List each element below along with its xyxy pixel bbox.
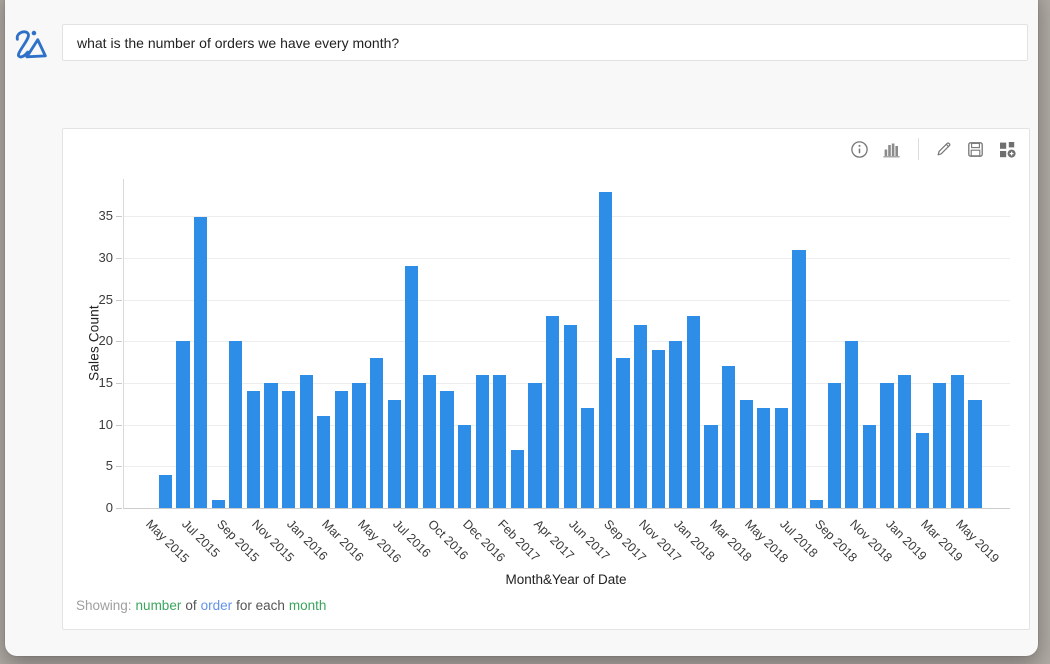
y-tick-label: 30 (98, 250, 113, 266)
chart-bar[interactable] (545, 316, 560, 508)
chart-bar[interactable] (246, 391, 261, 508)
chart-bar[interactable] (334, 391, 349, 508)
chart-bar[interactable] (792, 249, 806, 508)
chart-bar[interactable] (211, 499, 225, 508)
chart-bar[interactable] (493, 374, 507, 508)
y-tick (116, 299, 122, 301)
chart-bar[interactable] (616, 358, 630, 508)
chart-bar[interactable] (299, 374, 313, 508)
y-tick (116, 466, 122, 468)
chart-bar[interactable] (862, 424, 877, 508)
chart-bar[interactable] (757, 408, 771, 508)
chart-bar[interactable] (915, 433, 929, 508)
chart-bar[interactable] (158, 474, 173, 508)
y-tick-label: 15 (98, 375, 113, 391)
y-tick-label: 0 (105, 500, 113, 515)
add-to-dashboard-icon[interactable] (998, 140, 1017, 159)
chart-bar[interactable] (827, 383, 841, 508)
chart-bar[interactable] (528, 383, 542, 508)
y-tick-label: 35 (98, 208, 113, 224)
y-tick-label: 10 (98, 416, 113, 432)
query-input[interactable] (62, 24, 1028, 61)
y-tick (116, 216, 122, 218)
toolbar-divider (918, 138, 919, 160)
chart-bar[interactable] (281, 391, 296, 508)
measure-token[interactable]: number (135, 598, 182, 613)
chart-bar[interactable] (264, 383, 278, 508)
chart-bar[interactable] (352, 383, 366, 508)
entity-token[interactable]: order (200, 598, 233, 613)
chart-plot (123, 179, 1010, 509)
period-token[interactable]: month (288, 598, 327, 613)
chart-type-icon[interactable] (882, 140, 902, 159)
chart-toolbar (850, 137, 1017, 161)
chart-bar[interactable] (897, 374, 912, 508)
chart-bar[interactable] (422, 374, 437, 508)
y-tick (116, 341, 122, 343)
zia-logo (15, 30, 47, 59)
chart-bar[interactable] (457, 424, 472, 508)
chart-bar[interactable] (686, 316, 701, 508)
save-icon[interactable] (966, 140, 985, 159)
gridline (124, 258, 1010, 260)
y-tick-label: 20 (98, 333, 113, 349)
chart-bar[interactable] (739, 399, 753, 508)
showing-summary: Showing: number of order for each month (76, 598, 330, 613)
x-axis-title: Month&Year of Date (505, 572, 627, 587)
chart-bar[interactable] (633, 324, 648, 508)
y-tick-label: 25 (98, 291, 113, 307)
y-tick (116, 383, 122, 385)
chart-bar[interactable] (405, 266, 419, 508)
chart-bar[interactable] (880, 383, 894, 508)
chart-bar[interactable] (176, 341, 190, 508)
chart-bar[interactable] (563, 324, 577, 508)
for-each-label: for each (236, 598, 285, 613)
chart-bar[interactable] (950, 374, 965, 508)
chart-bar[interactable] (229, 341, 243, 508)
info-icon[interactable] (850, 140, 869, 159)
of-label: of (185, 598, 197, 613)
chart-card: Sales Count Month&Year of Date Showing: n… (62, 128, 1030, 630)
gridline (124, 216, 1010, 218)
chart-bar[interactable] (581, 408, 595, 508)
chart-bar[interactable] (721, 366, 736, 508)
y-tick-label: 5 (105, 458, 113, 474)
showing-label: Showing: (76, 598, 132, 613)
chart-bar[interactable] (651, 349, 665, 508)
chart-bar[interactable] (845, 341, 859, 508)
chart-bar[interactable] (440, 391, 454, 508)
chart-bar[interactable] (598, 191, 613, 508)
chart-bar[interactable] (774, 408, 789, 508)
gridline (124, 299, 1010, 301)
chart-bar[interactable] (510, 449, 525, 508)
chart-bar[interactable] (475, 374, 489, 508)
chart-bar[interactable] (369, 358, 384, 508)
y-tick (116, 424, 122, 426)
y-tick (116, 258, 122, 260)
chart-bar[interactable] (317, 416, 331, 508)
chart-bar[interactable] (704, 424, 718, 508)
chart-bar[interactable] (669, 341, 683, 508)
chart-bar[interactable] (968, 399, 982, 508)
chart-bar[interactable] (387, 399, 401, 508)
chart-bar[interactable] (193, 216, 208, 508)
chart-bar[interactable] (933, 383, 947, 508)
chart-bar[interactable] (809, 499, 824, 508)
y-tick (116, 508, 122, 509)
edit-icon[interactable] (935, 140, 953, 158)
